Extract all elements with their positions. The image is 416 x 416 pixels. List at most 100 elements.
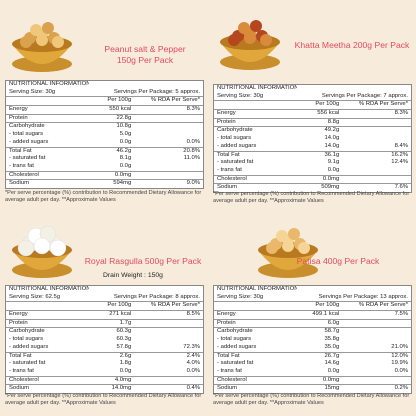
nutrient-row: Protein 22.8g xyxy=(6,115,203,124)
nutrient: - trans fat xyxy=(217,166,242,173)
product-image xyxy=(12,225,72,278)
nutrient: Cholesterol xyxy=(217,376,247,383)
footnote: *Per serve percentage (%) contribution t… xyxy=(5,393,202,406)
per-100g: 6.0g xyxy=(327,319,340,326)
col-per100: Per 100g xyxy=(315,302,340,309)
nutrient-row: Sodium 14.0mg 0.4% xyxy=(6,385,203,393)
per-100g: 271 kcal xyxy=(109,311,132,318)
heading: NUTRITIONAL INFORMATION** xyxy=(217,85,298,91)
per-100g: 35.0g xyxy=(324,343,340,350)
rda: 0.0% xyxy=(186,367,200,374)
per-100g: 0.0g xyxy=(327,166,340,173)
nutrient-row: Carbohydrate 60.3g xyxy=(6,328,203,336)
nutrient: Protein xyxy=(9,114,28,121)
nutrient-row: Sodium 509mg 7.6% xyxy=(214,184,411,192)
nutrient-row: - total sugars 5.0g xyxy=(6,131,203,139)
per-100g: 0.0g xyxy=(119,162,132,169)
spacer xyxy=(131,320,200,328)
spacer xyxy=(339,377,408,385)
nutrient-row: Carbohydrate 10.8g xyxy=(6,123,203,131)
rda: 8.5% xyxy=(186,311,200,318)
nutrient-row: - total sugars 60.3g xyxy=(6,336,203,344)
nutrient: Total Fat xyxy=(217,352,240,359)
spacer xyxy=(339,119,408,127)
column-header: Per 100g % RDA Per Serve* xyxy=(6,302,203,312)
nutrient-row: - added sugars 35.0g 21.0% xyxy=(214,344,411,353)
col-rda: % RDA Per Serve* xyxy=(358,101,408,108)
nutrient-row: Cholesterol 0.0mg xyxy=(214,377,411,386)
per-100g: 10.8g xyxy=(116,123,132,130)
table-heading: NUTRITIONAL INFORMATION** xyxy=(214,85,411,93)
nutrient: Carbohydrate xyxy=(217,328,253,335)
column-header: Per 100g % RDA Per Serve* xyxy=(214,101,411,111)
nutrition-table: NUTRITIONAL INFORMATION** Serving Size: 3… xyxy=(213,285,412,394)
per-100g: 8.8g xyxy=(327,118,340,125)
spacer xyxy=(9,97,89,105)
rda: 12.0% xyxy=(391,352,408,359)
column-header: Per 100g % RDA Per Serve* xyxy=(6,97,203,107)
nutrient: Energy xyxy=(9,311,28,318)
nutrient: Carbohydrate xyxy=(9,328,45,335)
product-image xyxy=(258,228,318,278)
nutrient: - added sugars xyxy=(9,343,49,350)
per-100g: 14.0mg xyxy=(111,385,132,392)
nutrient-row: Protein 6.0g xyxy=(214,320,411,329)
title-line: Peanut salt & Pepper xyxy=(104,44,186,54)
per-100g: 9.1g xyxy=(327,159,340,166)
servings-per-package: Servings Per Package: 8 approx. xyxy=(113,293,200,300)
product-title: Royal Rasgulla 500g Per Pack xyxy=(80,256,206,267)
nutrient-row: Carbohydrate 49.2g xyxy=(214,127,411,135)
product-title: Peanut salt & Pepper 150g Per Pack xyxy=(82,44,208,66)
nutrient-row: Protein 8.8g xyxy=(214,119,411,128)
col-rda: % RDA Per Serve* xyxy=(358,302,408,309)
per-100g: 57.8g xyxy=(116,343,132,350)
col-rda: % RDA Per Serve* xyxy=(150,97,200,104)
nutrient: - trans fat xyxy=(9,367,34,374)
spacer xyxy=(339,328,408,336)
nutrient: - saturated fat xyxy=(9,360,46,367)
nutrient-row: - total sugars 35.8g xyxy=(214,336,411,344)
nutrient: - added sugars xyxy=(217,142,257,149)
per-100g: 22.8g xyxy=(116,114,132,121)
nutrient: - total sugars xyxy=(9,336,44,343)
rda: 19.9% xyxy=(391,360,408,367)
rda: 72.3% xyxy=(183,343,200,350)
nutrient: Total Fat xyxy=(9,352,32,359)
nutrient-row: Protein 1.7g xyxy=(6,320,203,329)
nutrient-row: Total Fat 2.6g 2.4% xyxy=(6,353,203,361)
nutrient: Sodium xyxy=(9,385,29,392)
product-panel: Royal Rasgulla 500g Per Pack Drain Weight… xyxy=(0,208,208,416)
nutrient-row: Cholesterol 4.0mg xyxy=(6,377,203,386)
per-100g: 0.0mg xyxy=(322,175,340,182)
nutrient: Carbohydrate xyxy=(217,127,253,134)
serving-row: Serving Size: 30g Servings Per Package: 1… xyxy=(214,294,411,303)
per-100g: 26.7g xyxy=(324,352,340,359)
nutrient-row: Carbohydrate 58.7g xyxy=(214,328,411,336)
per-100g: 0.0g xyxy=(327,367,340,374)
per-100g: 0.0g xyxy=(119,138,132,145)
rda: 8.4% xyxy=(394,142,408,149)
nutrient: Protein xyxy=(217,319,236,326)
nutrient: Cholesterol xyxy=(9,171,39,178)
per-100g: 5.0g xyxy=(119,131,132,138)
per-100g: 60.3g xyxy=(116,328,132,335)
col-per100: Per 100g xyxy=(315,101,340,108)
spacer xyxy=(131,328,200,336)
drain-weight: Drain Weight : 150g xyxy=(103,272,163,279)
per-100g: 58.7g xyxy=(324,328,340,335)
per-100g: 0.0mg xyxy=(114,171,132,178)
spacer xyxy=(131,163,200,171)
spacer xyxy=(131,377,200,385)
nutrient-row: - saturated fat 14.6g 19.9% xyxy=(214,360,411,368)
serving-row: Serving Size: 62.5g Servings Per Package:… xyxy=(6,294,203,303)
rda: 2.4% xyxy=(186,352,200,359)
per-100g: 1.8g xyxy=(119,360,132,367)
per-100g: 14.0g xyxy=(324,135,340,142)
footnote: *Per serve percentage (%) contribution t… xyxy=(213,191,410,204)
per-100g: 594mg xyxy=(113,180,132,187)
title-line: Khatta Meetha 200g Per Pack xyxy=(294,40,410,50)
nutrient: Carbohydrate xyxy=(9,123,45,130)
col-per100: Per 100g xyxy=(107,97,132,104)
per-100g: 15mg xyxy=(324,385,340,392)
spacer xyxy=(131,172,200,180)
